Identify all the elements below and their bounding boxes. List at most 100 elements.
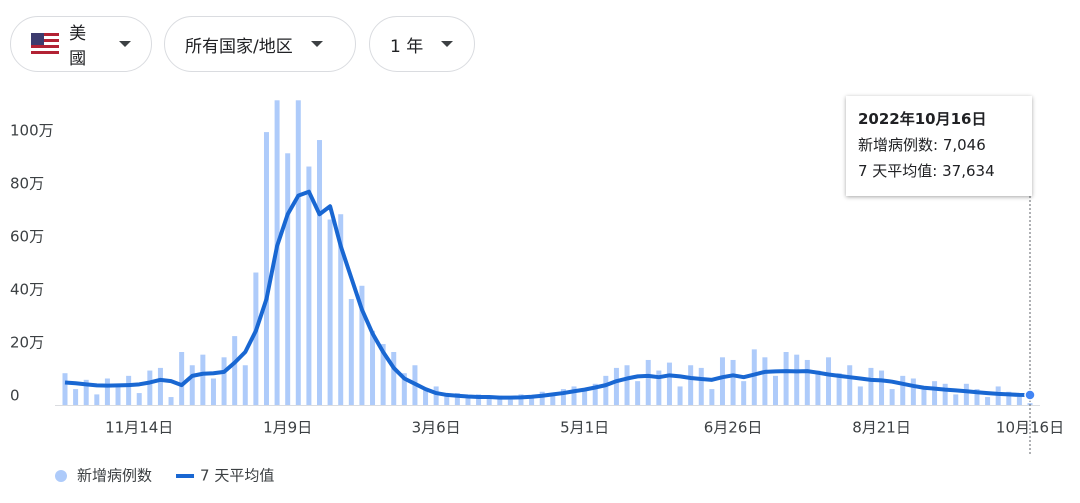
bar xyxy=(295,100,301,406)
bar xyxy=(348,299,354,405)
country-select[interactable]: 美國 xyxy=(10,16,152,72)
bar xyxy=(232,336,238,405)
bar xyxy=(900,375,906,405)
y-tick-label: 40万 xyxy=(10,281,44,299)
bar xyxy=(571,386,577,405)
period-select[interactable]: 1 年 xyxy=(369,16,475,72)
bar xyxy=(762,357,768,405)
control-label: 所有国家/地区 xyxy=(185,36,293,57)
bar xyxy=(115,386,121,405)
bar xyxy=(889,389,895,405)
bar xyxy=(518,394,524,405)
bar xyxy=(242,365,248,405)
bar xyxy=(879,370,885,405)
x-tick-label: 10月16日 xyxy=(996,419,1064,437)
x-tick-label: 5月1日 xyxy=(560,419,609,437)
bar xyxy=(645,359,651,405)
legend-label: 新增病例数 xyxy=(77,467,152,485)
bar xyxy=(741,381,747,405)
bar xyxy=(359,285,365,405)
bar xyxy=(592,383,598,405)
tooltip-title: 2022年10月16日 xyxy=(858,110,987,128)
control-label: 1 年 xyxy=(390,36,424,57)
bar xyxy=(1006,391,1012,405)
bar xyxy=(306,166,312,405)
bar xyxy=(932,381,938,405)
bar xyxy=(539,391,545,405)
y-tick-label: 20万 xyxy=(10,334,44,352)
x-tick-label: 1月9日 xyxy=(263,419,312,437)
bar xyxy=(709,389,715,405)
average-line xyxy=(64,189,1031,400)
bar xyxy=(794,354,800,405)
bar xyxy=(815,370,821,405)
bar xyxy=(624,365,630,405)
bar xyxy=(857,386,863,405)
bar xyxy=(104,378,110,405)
bar xyxy=(1016,394,1022,405)
bar xyxy=(338,214,344,405)
legend-label: 7 天平均值 xyxy=(200,467,274,485)
bar xyxy=(465,398,471,405)
bar xyxy=(401,373,407,405)
bar xyxy=(677,386,683,405)
bar xyxy=(136,393,142,405)
bar xyxy=(274,100,280,406)
region-select[interactable]: 所有国家/地区 xyxy=(164,16,356,72)
bar xyxy=(985,397,991,405)
control-label: 美國 xyxy=(69,24,87,69)
bar xyxy=(476,394,482,405)
bar xyxy=(454,393,460,405)
bar xyxy=(751,349,757,405)
bar xyxy=(868,367,874,405)
bar xyxy=(826,357,832,405)
hover-dot xyxy=(1024,389,1036,401)
bar xyxy=(698,367,704,405)
bar xyxy=(730,359,736,405)
bar xyxy=(126,375,132,405)
bar xyxy=(772,375,778,405)
bar xyxy=(1027,403,1033,405)
bar xyxy=(942,383,948,405)
bar xyxy=(963,383,969,405)
bar xyxy=(370,330,376,405)
bar xyxy=(635,381,641,405)
bar xyxy=(285,153,291,405)
x-tick-label: 11月14日 xyxy=(105,419,173,437)
bar xyxy=(582,390,588,405)
bar xyxy=(189,365,195,405)
bar xyxy=(157,367,163,405)
bar xyxy=(529,395,535,405)
bar xyxy=(486,397,492,405)
bar xyxy=(953,394,959,405)
bar xyxy=(147,370,153,405)
bar xyxy=(666,362,672,405)
bar xyxy=(263,132,269,406)
bar xyxy=(497,395,503,405)
bar xyxy=(783,352,789,405)
bar xyxy=(847,365,853,405)
bar xyxy=(995,386,1001,405)
bar xyxy=(613,367,619,405)
y-tick-label: 60万 xyxy=(10,228,44,246)
bar xyxy=(719,357,725,405)
bar xyxy=(910,378,916,405)
bar xyxy=(221,357,227,405)
flag xyxy=(31,33,60,55)
bar xyxy=(804,359,810,405)
bar xyxy=(656,370,662,405)
bar xyxy=(560,389,566,405)
bar xyxy=(62,373,68,405)
bar xyxy=(317,140,323,406)
x-tick-label: 3月6日 xyxy=(412,419,461,437)
bar xyxy=(391,352,397,405)
bar xyxy=(380,344,386,405)
tooltip: 2022年10月16日 新增病例数: 7,046 7 天平均值: 37,634 xyxy=(846,96,1032,196)
bar xyxy=(433,386,439,405)
x-tick-label: 6月26日 xyxy=(704,419,763,437)
bar xyxy=(444,394,450,405)
bar xyxy=(83,379,89,405)
y-tick-label: 100万 xyxy=(10,122,54,140)
